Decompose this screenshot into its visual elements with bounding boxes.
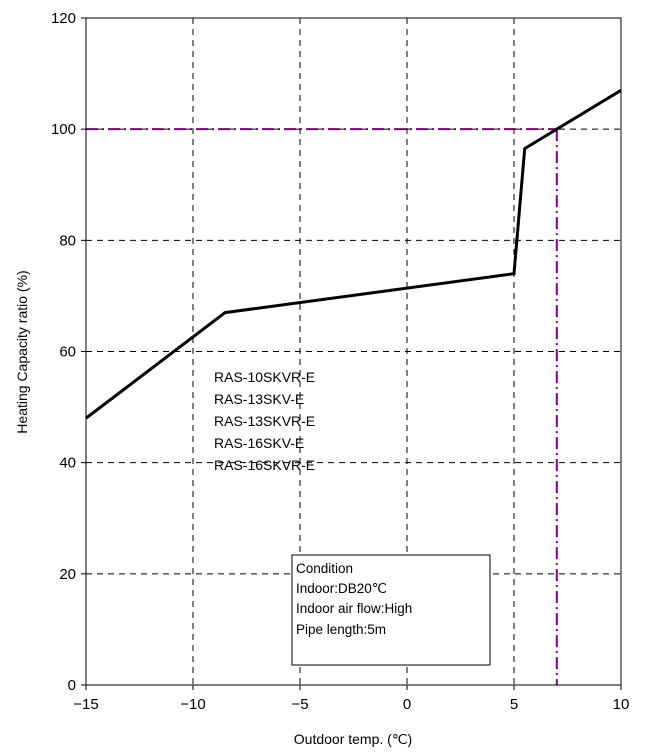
x-tick-label: 5 xyxy=(510,696,518,713)
x-tick-label: 10 xyxy=(613,696,630,713)
condition-box: Condition Indoor:DB20℃ Indoor air flow:H… xyxy=(291,554,491,666)
condition-line: Indoor:DB20℃ xyxy=(296,581,387,596)
x-axis-label: Outdoor temp. (℃) xyxy=(294,731,412,747)
y-tick-label: 60 xyxy=(59,344,76,361)
x-tick-label: −15 xyxy=(73,696,98,713)
x-tick-label: −5 xyxy=(291,696,308,713)
y-tick-label: 120 xyxy=(51,10,76,27)
y-tick-label: 20 xyxy=(59,566,76,583)
condition-title: Condition xyxy=(296,561,353,576)
model-label: RAS-10SKVR-E xyxy=(214,369,315,385)
reference-lines xyxy=(86,128,558,685)
y-tick-label: 80 xyxy=(59,232,76,249)
x-tick-label: 0 xyxy=(403,696,411,713)
condition-line: Indoor air flow:High xyxy=(296,601,412,616)
condition-box-frame xyxy=(291,554,491,666)
model-list: RAS-10SKVR-E RAS-13SKV-E RAS-13SKVR-E RA… xyxy=(214,369,315,473)
series-group xyxy=(85,89,622,420)
condition-line: Pipe length:5m xyxy=(296,622,386,637)
y-tick-label: 100 xyxy=(51,121,76,138)
series-line xyxy=(85,89,622,420)
model-label: RAS-13SKVR-E xyxy=(214,413,315,429)
model-label: RAS-13SKV-E xyxy=(214,391,304,407)
model-label: RAS-16SKV-E xyxy=(214,435,304,451)
x-tick-label: −10 xyxy=(180,696,205,713)
y-tick-label: 40 xyxy=(59,455,76,472)
model-label: RAS-16SKVR-E xyxy=(214,457,315,473)
y-tick-label: 0 xyxy=(68,677,76,694)
y-axis-label: Heating Capacity ratio (%) xyxy=(14,270,30,433)
